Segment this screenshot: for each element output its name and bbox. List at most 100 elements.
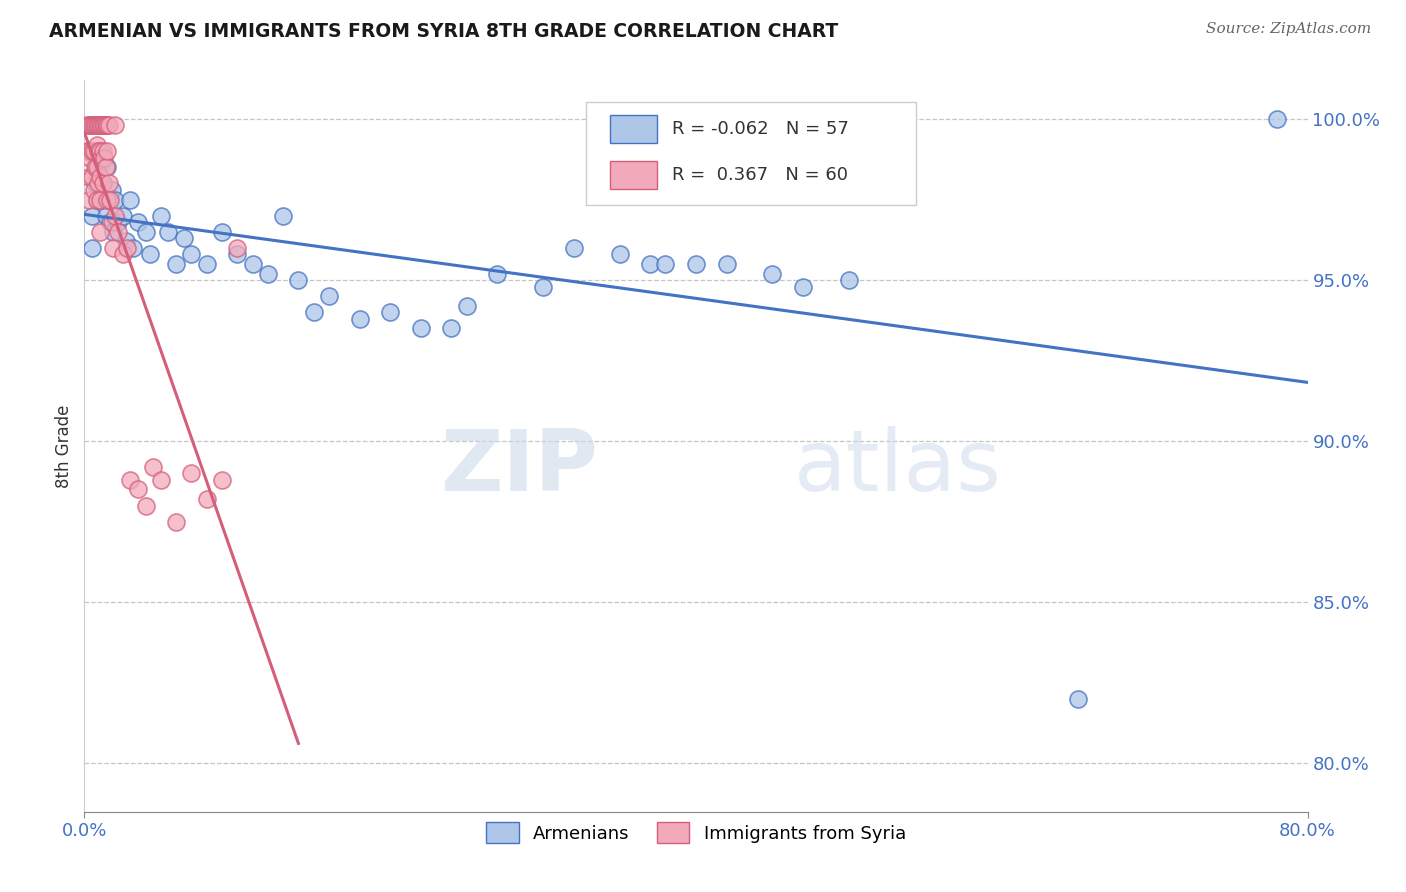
Point bbox=[89, 161, 111, 175]
Text: ZIP: ZIP bbox=[440, 426, 598, 509]
Point bbox=[157, 225, 180, 239]
Text: ARMENIAN VS IMMIGRANTS FROM SYRIA 8TH GRADE CORRELATION CHART: ARMENIAN VS IMMIGRANTS FROM SYRIA 8TH GR… bbox=[49, 22, 838, 41]
Point bbox=[96, 193, 118, 207]
Point bbox=[1067, 692, 1090, 706]
Point bbox=[127, 215, 149, 229]
Point bbox=[91, 177, 114, 191]
Point bbox=[86, 137, 108, 152]
Point bbox=[115, 241, 138, 255]
Point bbox=[94, 161, 117, 175]
Point bbox=[79, 119, 101, 133]
Point bbox=[103, 225, 125, 239]
Point bbox=[97, 177, 120, 191]
Point bbox=[79, 151, 101, 165]
Point bbox=[83, 119, 105, 133]
Point bbox=[96, 161, 118, 175]
Point bbox=[165, 257, 187, 271]
Point bbox=[97, 193, 120, 207]
Point bbox=[149, 473, 172, 487]
Point bbox=[211, 473, 233, 487]
Point bbox=[409, 321, 432, 335]
Point bbox=[149, 209, 172, 223]
Point bbox=[76, 119, 98, 133]
Point bbox=[89, 144, 111, 158]
Point bbox=[1265, 112, 1288, 126]
Point bbox=[302, 305, 325, 319]
Point bbox=[90, 119, 112, 133]
Point bbox=[89, 144, 111, 158]
Point bbox=[96, 119, 118, 133]
Point bbox=[89, 225, 111, 239]
Point bbox=[84, 177, 107, 191]
Point bbox=[83, 183, 105, 197]
Point bbox=[120, 193, 142, 207]
Point bbox=[89, 193, 111, 207]
Text: R = -0.062   N = 57: R = -0.062 N = 57 bbox=[672, 120, 848, 138]
Point bbox=[139, 247, 162, 261]
Point bbox=[93, 119, 115, 133]
Point bbox=[86, 193, 108, 207]
Text: R =  0.367   N = 60: R = 0.367 N = 60 bbox=[672, 167, 848, 185]
Point bbox=[90, 151, 112, 165]
Point bbox=[97, 119, 120, 133]
Point bbox=[440, 321, 463, 335]
Point bbox=[287, 273, 309, 287]
Point bbox=[98, 193, 121, 207]
Point bbox=[226, 247, 249, 261]
Point bbox=[104, 119, 127, 133]
Point bbox=[76, 144, 98, 158]
Point bbox=[80, 241, 103, 255]
Point bbox=[101, 183, 124, 197]
Point bbox=[135, 499, 157, 513]
Point bbox=[77, 119, 100, 133]
Point bbox=[80, 119, 103, 133]
Point bbox=[107, 225, 129, 239]
Point bbox=[111, 209, 134, 223]
Point bbox=[86, 161, 108, 175]
Point bbox=[77, 144, 100, 158]
Point bbox=[122, 241, 145, 255]
Point bbox=[104, 193, 127, 207]
Point bbox=[838, 273, 860, 287]
Point bbox=[89, 119, 111, 133]
Point bbox=[98, 215, 121, 229]
Bar bbox=[610, 115, 657, 144]
Point bbox=[180, 247, 202, 261]
Point bbox=[96, 144, 118, 158]
Point bbox=[271, 209, 294, 223]
Point bbox=[638, 257, 661, 271]
Point bbox=[84, 161, 107, 175]
Point bbox=[456, 299, 478, 313]
Point bbox=[84, 119, 107, 133]
Point bbox=[127, 483, 149, 497]
Point bbox=[94, 119, 117, 133]
Point bbox=[318, 289, 340, 303]
Point bbox=[120, 473, 142, 487]
Point bbox=[80, 209, 103, 223]
Point bbox=[257, 267, 280, 281]
Point bbox=[91, 193, 114, 207]
Point bbox=[486, 267, 509, 281]
Point bbox=[349, 311, 371, 326]
Point bbox=[77, 193, 100, 207]
Point bbox=[142, 459, 165, 474]
Point bbox=[792, 279, 814, 293]
Point bbox=[609, 247, 631, 261]
Point bbox=[716, 257, 738, 271]
Bar bbox=[610, 161, 657, 189]
Point bbox=[114, 235, 136, 249]
Point bbox=[562, 241, 585, 255]
Point bbox=[531, 279, 554, 293]
Point bbox=[86, 119, 108, 133]
Point bbox=[654, 257, 676, 271]
Point bbox=[242, 257, 264, 271]
Point bbox=[103, 241, 125, 255]
Point bbox=[685, 257, 707, 271]
Point bbox=[91, 177, 114, 191]
Point bbox=[96, 119, 118, 133]
Point bbox=[89, 119, 111, 133]
Point bbox=[761, 267, 783, 281]
Text: atlas: atlas bbox=[794, 426, 1002, 509]
Text: Source: ZipAtlas.com: Source: ZipAtlas.com bbox=[1205, 22, 1371, 37]
Legend: Armenians, Immigrants from Syria: Armenians, Immigrants from Syria bbox=[479, 815, 912, 850]
